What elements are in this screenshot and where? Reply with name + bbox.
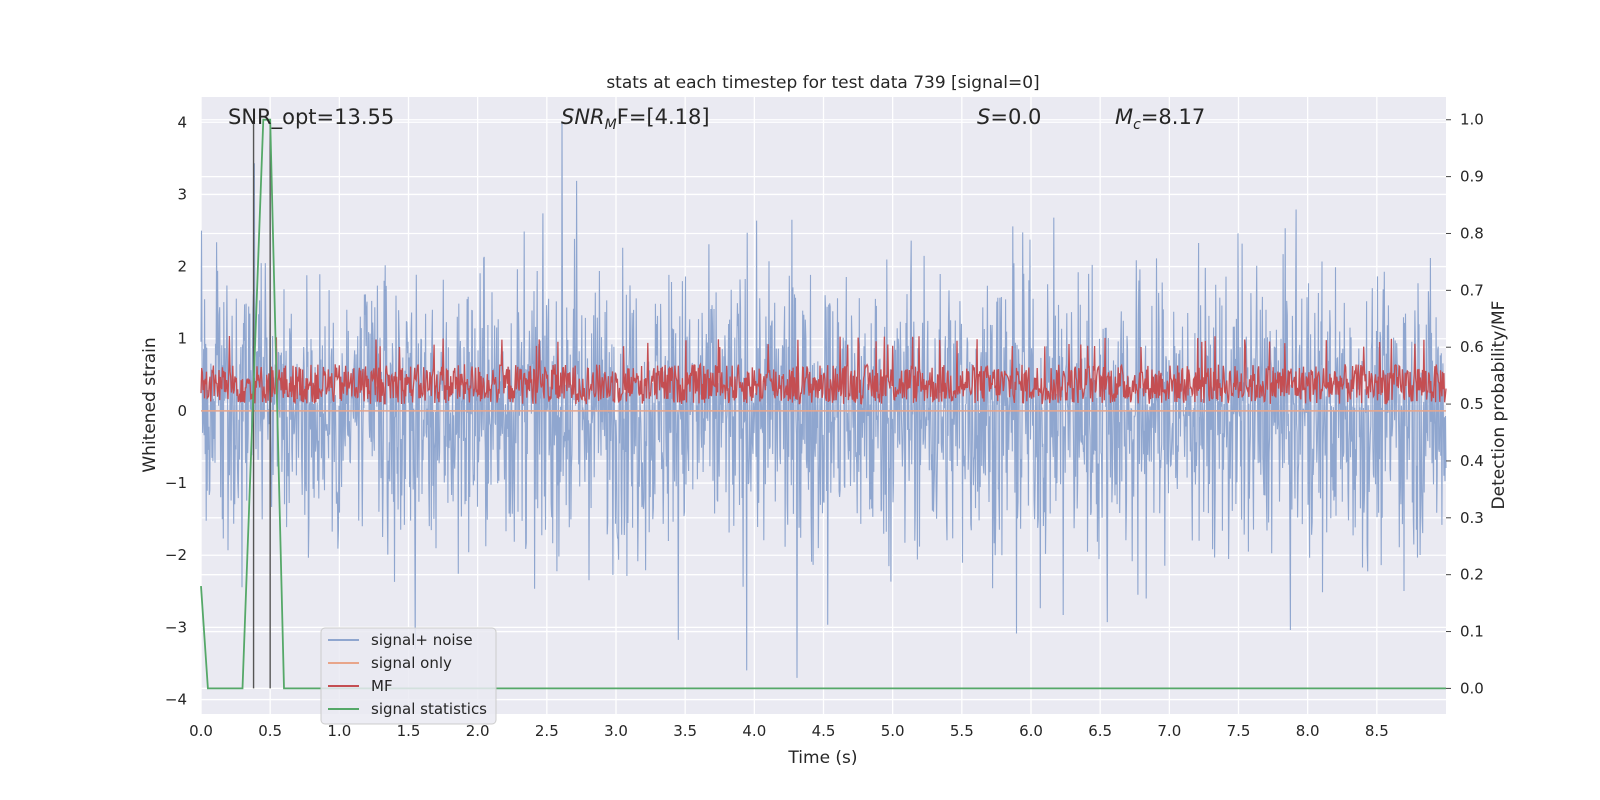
y-tick-label-right: 0.6 [1460,338,1484,356]
x-tick-label: 5.0 [881,722,905,740]
y-tick-label-right: 0.2 [1460,566,1484,584]
snr-mf-name: SNR [561,105,605,129]
y-tick-label-left: 3 [177,185,187,203]
x-tick-label: 3.0 [604,722,628,740]
mc-sub: c [1133,117,1141,133]
y-tick-label-right: 0.1 [1460,623,1484,641]
x-tick-label: 3.5 [673,722,697,740]
x-tick-label: 0.0 [189,722,213,740]
legend: signal+ noise signal only MF signal stat… [320,627,497,725]
mf-line [200,335,1447,405]
mc-value: =8.17 [1141,105,1205,129]
x-tick-label: 1.0 [327,722,351,740]
snr-mf-annotation: SNRMF=[4.18] [561,105,710,133]
x-tick-label: 1.5 [397,722,421,740]
s-name: S [977,105,990,129]
y-tick-label-left: 2 [177,258,187,276]
signal-noise-series [200,122,1447,678]
signal-statistics-line [200,118,1446,690]
y-axis-label-right: Detection probability/MF [1489,301,1509,510]
mc-annotation: Mc=8.17 [1115,105,1205,133]
x-tick-label: 4.0 [742,722,766,740]
y-axis-label-left: Whitened strain [140,337,160,472]
x-tick-label: 6.0 [1019,722,1043,740]
y-tick-label-left: 1 [177,330,187,348]
x-tick-label: 0.5 [258,722,282,740]
y-tick-label-right: 0.8 [1460,224,1484,242]
snr-mf-suffix: F=[4.18] [617,105,710,129]
s-value: =0.0 [990,105,1041,129]
x-tick-label: 4.5 [812,722,836,740]
legend-label-noise: signal+ noise [371,631,473,649]
legend-label-signal-only: signal only [371,654,452,672]
y-tick-label-left: −1 [165,474,187,492]
y-tick-label-left: −2 [165,546,187,564]
snr-opt-annotation: SNR_opt=13.55 [228,105,394,130]
x-tick-label: 2.0 [466,722,490,740]
x-axis-label: Time (s) [787,748,857,768]
x-tick-label: 7.0 [1157,722,1181,740]
x-tick-label: 8.0 [1296,722,1320,740]
signal-noise-line [200,122,1447,678]
x-tick-label: 5.5 [950,722,974,740]
y-tick-label-right: 0.5 [1460,395,1484,413]
y-tick-label-left: 4 [177,113,187,131]
y-tick-label-left: −4 [165,691,187,709]
x-tick-label: 8.5 [1365,722,1389,740]
legend-label-statistics: signal statistics [371,700,487,718]
y-tick-label-right: 0.9 [1460,168,1484,186]
mc-name: M [1115,105,1133,129]
signal-statistics-series [200,118,1446,690]
y-tick-label-right: 0.0 [1460,679,1484,697]
grid [200,97,1446,714]
y-tick-label-left: 0 [177,402,187,420]
legend-label-mf: MF [371,677,393,695]
y-tick-label-left: −3 [165,618,187,636]
y-tick-label-right: 0.4 [1460,452,1484,470]
x-tick-label: 6.5 [1088,722,1112,740]
s-annotation: S=0.0 [977,105,1041,129]
y-tick-label-right: 1.0 [1460,111,1484,129]
x-tick-label: 7.5 [1227,722,1251,740]
x-tick-label: 2.5 [535,722,559,740]
mf-series [200,335,1447,405]
chart-title: stats at each timestep for test data 739… [606,73,1039,93]
y-tick-label-right: 0.7 [1460,281,1484,299]
tick-labels: 0.0 0.5 1.0 1.5 2.0 2.5 3.0 3.5 4.0 4.5 5.0 5.5 6.0 6… [165,111,1484,740]
legend-box [320,627,497,725]
snr-mf-sub: M [605,117,617,133]
y-tick-label-right: 0.3 [1460,509,1484,527]
